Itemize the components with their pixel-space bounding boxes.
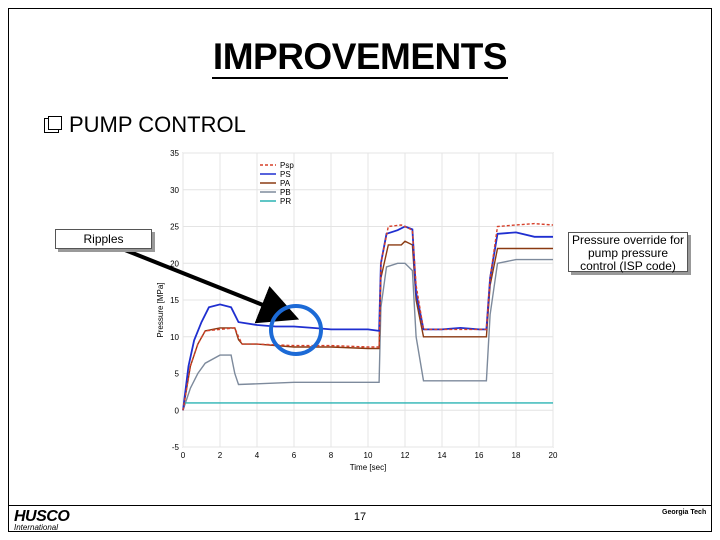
title-underline <box>212 77 508 79</box>
x-tick-label: 6 <box>292 451 297 460</box>
series-line-pb <box>182 258 553 411</box>
x-tick-label: 16 <box>475 451 484 460</box>
georgia-tech-logo: Georgia Tech <box>662 509 707 516</box>
series-line-psp <box>182 222 554 411</box>
x-tick-label: 12 <box>401 451 410 460</box>
legend-label-pa: PA <box>280 179 291 188</box>
x-tick-label: 2 <box>218 451 223 460</box>
x-tick-label: 0 <box>181 451 186 460</box>
x-axis-label: Time [sec] <box>350 463 387 472</box>
husco-brand: HUSCO <box>14 508 70 525</box>
y-tick-label: 5 <box>175 370 180 379</box>
checkbox-bullet-icon <box>44 115 62 133</box>
legend-label-pb: PB <box>280 188 291 197</box>
y-tick-label: -5 <box>172 443 180 452</box>
x-tick-label: 18 <box>512 451 521 460</box>
legend-label-psp: Psp <box>280 161 294 170</box>
legend-label-ps: PS <box>280 170 291 179</box>
callout-ripples: Ripples <box>55 229 152 249</box>
footer-rule <box>8 505 712 532</box>
legend-label-pr: PR <box>280 197 291 206</box>
bullet-text: PUMP CONTROL <box>69 112 246 137</box>
bullet-item: PUMP CONTROL <box>44 112 246 138</box>
callout-pressure-override: Pressure override for pump pressure cont… <box>568 232 688 273</box>
x-tick-label: 4 <box>255 451 260 460</box>
x-tick-label: 10 <box>364 451 373 460</box>
slide-title: IMPROVEMENTS <box>212 36 508 77</box>
y-tick-label: 10 <box>170 333 179 342</box>
pressure-chart: 0 2 4 6 8 10 12 14 16 18 20 -5 0 5 10 15 20 25 30 35 Time [s… <box>150 145 570 475</box>
y-tick-label: 15 <box>170 296 179 305</box>
x-tick-label: 14 <box>438 451 447 460</box>
y-tick-label: 30 <box>170 186 179 195</box>
y-tick-label: 35 <box>170 149 179 158</box>
y-tick-label: 0 <box>175 406 180 415</box>
y-tick-label: 20 <box>170 259 179 268</box>
slide-frame <box>8 8 712 532</box>
page-number: 17 <box>353 511 367 523</box>
husco-logo: HUSCO International <box>14 508 70 532</box>
x-tick-label: 20 <box>549 451 558 460</box>
y-tick-label: 25 <box>170 223 179 232</box>
husco-sub: International <box>14 523 59 532</box>
x-tick-label: 8 <box>329 451 334 460</box>
y-axis-label: Pressure [MPa] <box>156 282 165 337</box>
